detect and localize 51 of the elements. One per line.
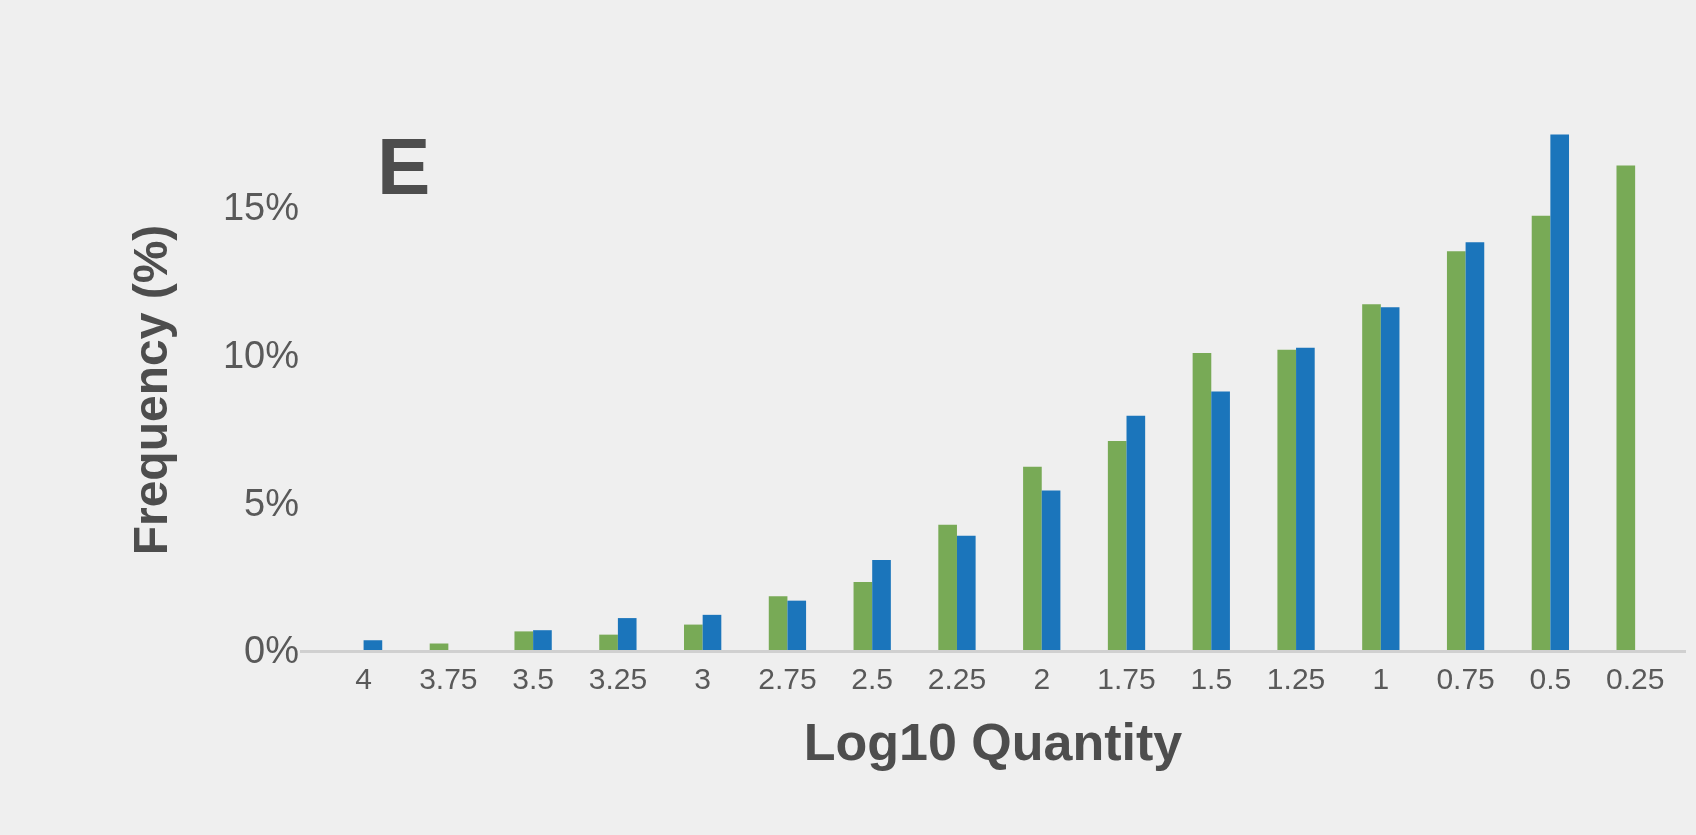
bar [1277, 349, 1297, 650]
x-tick-label: 4 [355, 662, 372, 695]
bar [1446, 251, 1466, 650]
x-tick-label: 1.75 [1097, 662, 1156, 695]
y-axis-title: Frequency (%) [123, 224, 177, 556]
x-tick-label: 1 [1372, 662, 1390, 695]
bar [1465, 242, 1485, 650]
bar [768, 596, 788, 650]
y-tick-label: 5% [244, 481, 299, 524]
bar [363, 640, 383, 650]
bar [1531, 215, 1551, 650]
y-tick-label: 10% [222, 333, 299, 376]
x-tick-label: 0.75 [1436, 662, 1495, 695]
x-tick-label: 3 [694, 662, 711, 695]
bar [853, 582, 873, 650]
bar [1296, 347, 1315, 650]
bar [872, 559, 891, 650]
x-tick-label: 3.25 [588, 662, 648, 695]
annotation: E [377, 122, 431, 211]
x-axis-title: Log10 Quantity [803, 712, 1183, 771]
bar [684, 624, 703, 650]
bar [1550, 134, 1570, 650]
y-tick-label: 0% [244, 629, 299, 672]
x-tick-label: 3.75 [419, 662, 478, 695]
bar [1192, 353, 1212, 650]
x-tick-label: 2 [1033, 662, 1051, 695]
bar [599, 634, 618, 650]
bar [1616, 165, 1636, 650]
bar [702, 614, 722, 650]
x-tick-label: 2.25 [927, 662, 987, 695]
bar [514, 631, 534, 650]
bar [1107, 441, 1127, 650]
bar [617, 618, 637, 650]
x-tick-label: 1.25 [1266, 662, 1326, 695]
y-tick-label: 15% [222, 186, 299, 229]
bar [1041, 490, 1061, 650]
bar [1211, 391, 1230, 650]
bar [787, 600, 807, 650]
x-tick-label: 1.5 [1190, 662, 1233, 695]
x-tick-label: 3.5 [512, 662, 554, 695]
x-tick-label: 0.25 [1605, 662, 1665, 695]
bar [533, 630, 552, 650]
x-tick-label: 0.5 [1529, 662, 1572, 695]
bar [1362, 304, 1381, 650]
x-tick-label: 2.75 [758, 662, 817, 695]
bar [1380, 307, 1400, 650]
bar [1126, 415, 1146, 650]
bar [1023, 466, 1042, 650]
bar [938, 524, 957, 650]
bar [956, 535, 976, 650]
x-tick-label: 2.5 [851, 662, 894, 695]
